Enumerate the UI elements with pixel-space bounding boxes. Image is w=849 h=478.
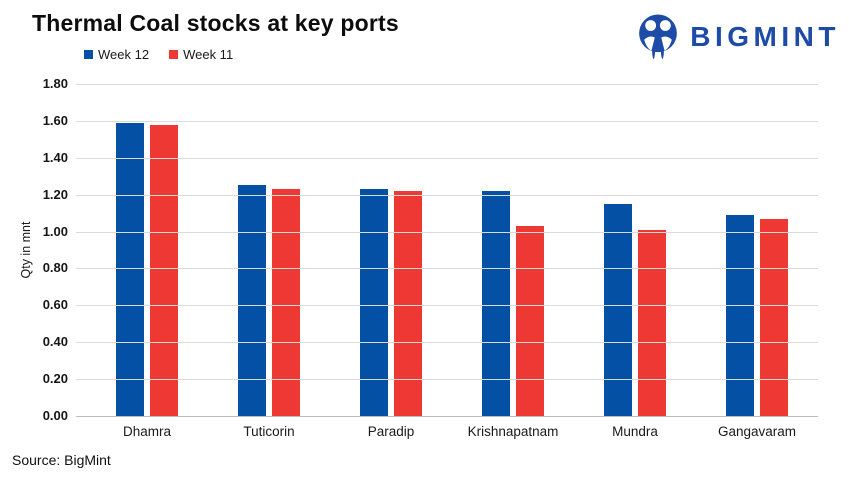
bigmint-logo-text: BIGMINT [690, 21, 840, 52]
bigmint-logo: BIGMINT [635, 12, 840, 62]
x-axis-label-dhamra: Dhamra [122, 424, 171, 439]
y-tick-label: 1.80 [42, 76, 68, 91]
bar-week-11-krishnapatnam [516, 226, 544, 416]
gridline [76, 194, 818, 196]
y-tick-label: 1.40 [42, 149, 68, 165]
x-axis-label-gangavaram: Gangavaram [717, 424, 797, 439]
legend-item-week-12: Week 12 [84, 47, 149, 62]
bar-group-mundra [574, 84, 696, 416]
bar-week-12-gangavaram [726, 215, 754, 416]
y-tick-label: 1.20 [42, 186, 68, 202]
gridline [76, 231, 818, 233]
y-tick-label: 0.40 [42, 334, 68, 350]
bar-group-gangavaram [696, 84, 818, 416]
gridline [76, 305, 818, 307]
y-tick-label: 0.20 [42, 371, 68, 387]
bar-group-dhamra [86, 84, 208, 416]
y-tick-label: 0.80 [42, 260, 68, 276]
x-axis-label-paradip: Paradip [367, 424, 415, 439]
y-tick-label: 1.60 [42, 112, 68, 128]
x-axis-labels: Dhamra Tuticorin Paradip Krishnapatnam Mundr… [86, 424, 818, 439]
bigmint-logo-icon [635, 12, 681, 62]
bar-week-11-mundra [638, 230, 666, 416]
x-axis-label-mundra: Mundra [612, 424, 658, 439]
gridline [76, 157, 818, 159]
y-tick-label: 1.00 [42, 223, 68, 239]
gridline [76, 268, 818, 270]
bar-week-12-paradip [360, 189, 388, 416]
legend-label: Week 11 [183, 47, 234, 62]
source-note: Source: BigMint [12, 452, 111, 468]
x-axis-line [76, 416, 818, 417]
bar-week-12-tuticorin [238, 185, 266, 416]
chart-legend: Week 12 Week 11 [84, 47, 233, 62]
x-axis-label-tuticorin: Tuticorin [243, 424, 295, 439]
gridline [76, 120, 818, 122]
bar-week-12-mundra [604, 204, 632, 416]
legend-label: Week 12 [98, 47, 150, 62]
gridline [76, 342, 818, 344]
gridline [76, 84, 818, 85]
bar-group-krishnapatnam [452, 84, 574, 416]
gridline [76, 379, 818, 381]
bar-week-12-dhamra [116, 123, 144, 416]
bar-week-12-krishnapatnam [482, 191, 510, 416]
bar-week-11-paradip [394, 191, 422, 416]
bar-week-11-tuticorin [272, 189, 300, 416]
x-axis-label-krishnapatnam: Krishnapatnam [467, 424, 559, 439]
y-tick-label: 0.60 [42, 297, 68, 313]
chart-title: Thermal Coal stocks at key ports [32, 10, 399, 36]
bar-chart-plot-area [76, 84, 818, 417]
y-tick-label: 0.00 [42, 408, 68, 423]
bar-groups [86, 84, 818, 416]
legend-item-week-11: Week 11 [169, 47, 233, 62]
bar-group-tuticorin [208, 84, 330, 416]
bar-week-11-gangavaram [760, 219, 788, 416]
legend-swatch-icon [84, 50, 93, 59]
legend-swatch-icon [169, 50, 179, 59]
bar-week-11-dhamra [150, 125, 178, 416]
bar-group-paradip [330, 84, 452, 416]
